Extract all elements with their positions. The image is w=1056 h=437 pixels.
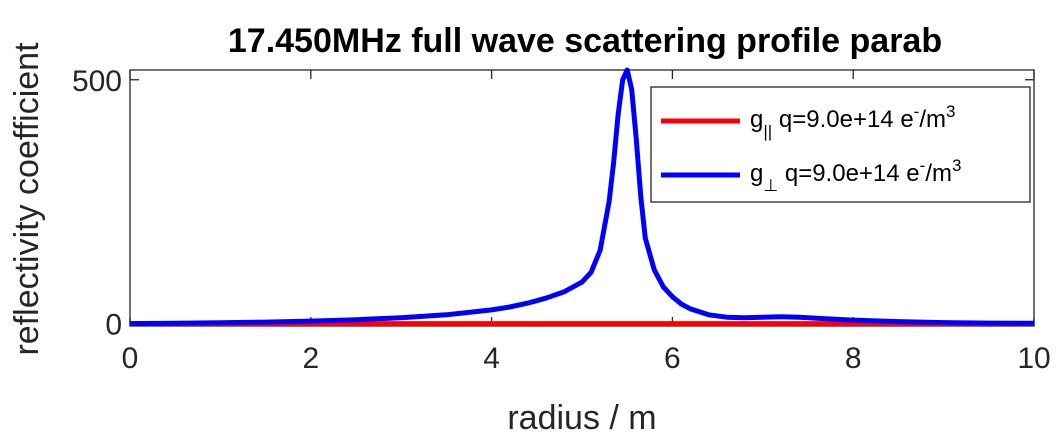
x-tick-label: 6 (664, 342, 681, 375)
chart-title: 17.450MHz full wave scattering profile p… (228, 22, 942, 60)
x-tick-labels: 0 2 4 6 8 10 (122, 342, 1051, 375)
legend-box (650, 86, 1031, 203)
legend-label-1: g⊥ q=9.0e+14 e-/m3 (750, 156, 961, 195)
legend: g|| q=9.0e+14 e-/m3 g⊥ q=9.0e+14 e-/m3 (650, 86, 1031, 203)
x-tick-label: 10 (1017, 342, 1050, 375)
legend-label-0: g|| q=9.0e+14 e-/m3 (750, 102, 955, 141)
x-tick-label: 4 (483, 342, 500, 375)
y-tick-label: 500 (72, 65, 122, 98)
y-axis-label: reflectivity coefficient (8, 42, 46, 356)
series-layer (129, 67, 1035, 327)
x-tick-label: 8 (845, 342, 862, 375)
series-line-1 (129, 67, 1035, 327)
y-tick-labels: 0 500 (72, 65, 122, 342)
x-tick-label: 2 (302, 342, 319, 375)
x-tick-label: 0 (122, 342, 139, 375)
x-axis-label: radius / m (507, 399, 656, 437)
y-tick-label: 0 (105, 309, 122, 342)
